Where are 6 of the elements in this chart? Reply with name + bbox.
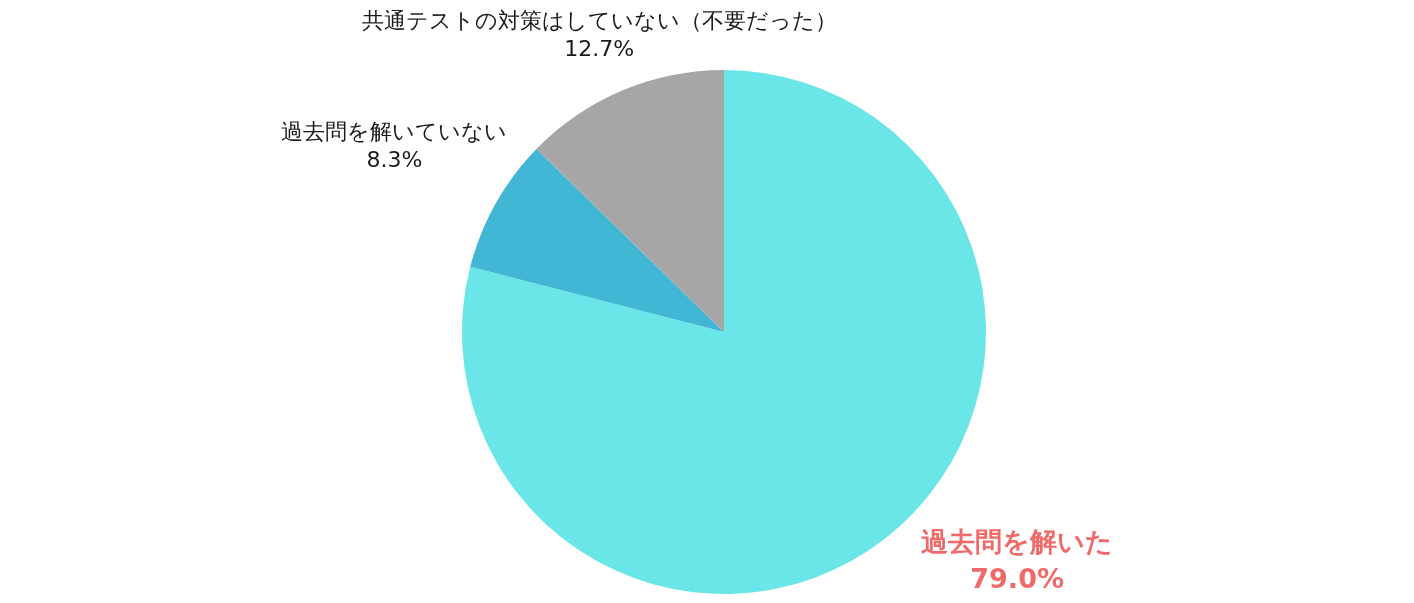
slice-label: 過去問を解いていない — [281, 118, 508, 144]
slice-label: 過去問を解いた — [921, 526, 1114, 558]
data-label: 79.0% — [970, 563, 1064, 595]
data-label: 12.7% — [564, 35, 635, 61]
slice-label: 共通テストの対策はしていない（不要だった） — [361, 7, 837, 33]
data-label: 8.3% — [366, 146, 423, 172]
